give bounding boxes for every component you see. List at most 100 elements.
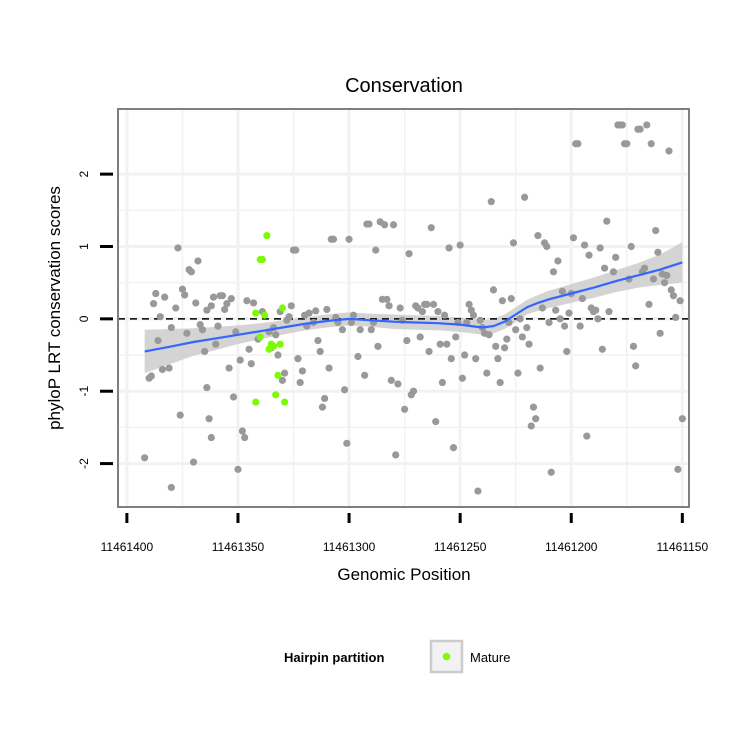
data-point: [141, 454, 149, 462]
y-tick-label: -1: [77, 386, 91, 397]
data-point: [389, 221, 398, 229]
data-point: [500, 344, 509, 352]
data-point-mature: [263, 232, 271, 240]
data-point: [187, 268, 195, 276]
data-point: [387, 376, 395, 384]
data-point: [287, 302, 295, 310]
data-point: [394, 380, 402, 388]
data-point: [274, 351, 282, 359]
data-point: [563, 347, 571, 356]
data-point: [149, 300, 158, 308]
data-point-mature: [252, 398, 260, 406]
data-point: [236, 356, 244, 364]
data-point: [494, 355, 502, 363]
data-point: [656, 329, 664, 337]
data-point: [578, 294, 586, 303]
data-point: [245, 345, 253, 353]
data-point: [596, 244, 604, 252]
data-point: [516, 315, 524, 323]
data-point: [403, 336, 411, 345]
data-point: [214, 322, 222, 330]
data-point: [147, 372, 155, 380]
data-point: [314, 336, 322, 345]
data-point: [229, 393, 238, 401]
data-point: [234, 465, 242, 473]
data-point: [365, 220, 373, 228]
data-point: [520, 193, 529, 201]
data-point: [472, 355, 480, 363]
data-point: [323, 305, 331, 314]
data-point: [483, 369, 491, 377]
data-point-mature: [258, 255, 267, 264]
data-point: [285, 313, 293, 321]
data-point: [536, 364, 544, 372]
data-point: [527, 422, 535, 430]
data-point: [552, 306, 560, 314]
data-point: [609, 268, 618, 276]
data-point: [201, 347, 209, 356]
data-point: [247, 360, 255, 368]
data-point: [354, 352, 362, 361]
data-point: [312, 307, 320, 315]
data-point: [600, 264, 609, 272]
gridlines: [118, 109, 689, 507]
data-point: [558, 287, 566, 295]
data-point: [474, 487, 482, 495]
data-point: [176, 411, 184, 419]
data-point: [496, 378, 504, 387]
data-point: [178, 285, 187, 293]
data-point: [223, 300, 231, 308]
data-point: [556, 315, 564, 323]
data-point: [507, 294, 515, 303]
data-point: [592, 306, 600, 314]
data-point: [156, 313, 164, 321]
data-point: [623, 140, 631, 148]
data-point: [338, 326, 347, 334]
y-tick-label: 0: [77, 315, 91, 322]
data-point: [652, 226, 660, 235]
data-point-mature: [261, 311, 269, 319]
data-point: [356, 326, 364, 334]
data-point: [447, 355, 455, 363]
data-point: [672, 313, 680, 322]
data-point: [374, 342, 382, 350]
x-axis-title: Genomic Position: [337, 565, 470, 584]
data-point: [660, 279, 669, 287]
data-point: [305, 309, 313, 317]
data-point: [545, 318, 553, 327]
data-point: [654, 248, 662, 256]
data-point: [643, 121, 651, 129]
data-point: [434, 308, 442, 316]
data-point: [203, 384, 211, 392]
data-point: [663, 271, 671, 280]
legend-title: Hairpin partition: [284, 650, 384, 665]
data-point: [232, 328, 240, 336]
data-point: [514, 369, 522, 377]
data-point: [432, 418, 440, 426]
data-point: [367, 326, 375, 334]
data-point: [325, 364, 333, 372]
data-point: [181, 291, 189, 299]
smooth-trend-line: [144, 261, 683, 353]
data-point: [632, 362, 640, 370]
data-point: [416, 333, 424, 341]
data-point-mature: [276, 340, 284, 348]
data-point: [418, 308, 426, 316]
data-point: [316, 347, 324, 356]
data-point: [627, 242, 635, 251]
data-point: [503, 335, 511, 343]
x-tick-label: 11461150: [657, 540, 709, 554]
data-point: [436, 340, 444, 348]
data-point: [205, 415, 213, 423]
data-point: [665, 147, 673, 155]
y-tick-label: 2: [77, 170, 91, 177]
data-point: [198, 326, 207, 334]
data-point: [392, 451, 400, 459]
y-tick-label: 1: [77, 243, 91, 250]
data-point: [645, 300, 653, 308]
data-point: [349, 311, 358, 319]
data-point: [460, 351, 469, 359]
legend-label-mature: Mature: [470, 650, 510, 665]
x-tick-label: 11461300: [323, 540, 376, 554]
data-point: [449, 444, 458, 452]
